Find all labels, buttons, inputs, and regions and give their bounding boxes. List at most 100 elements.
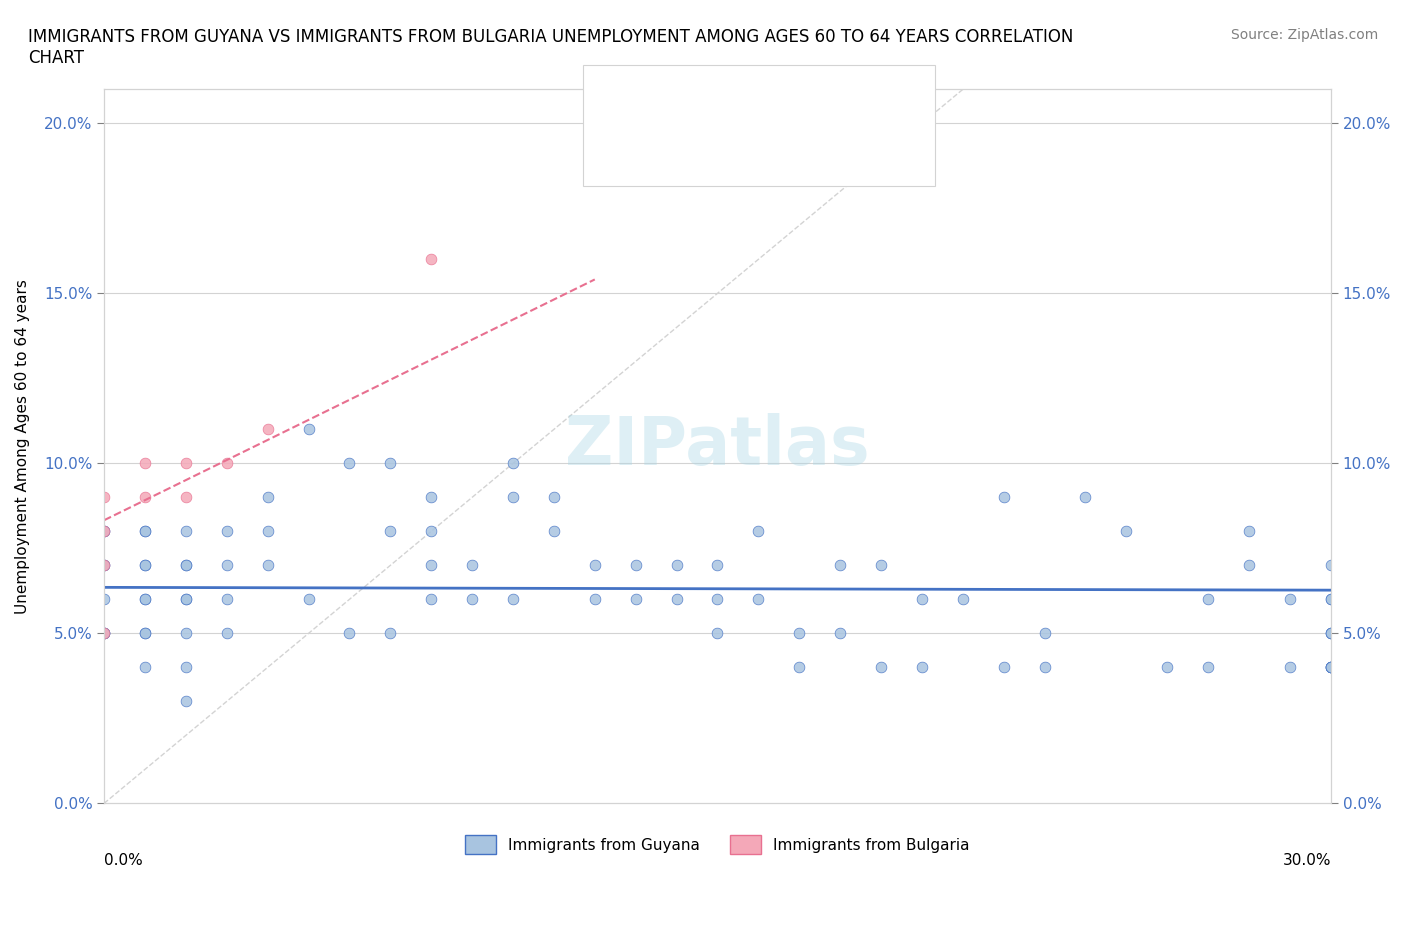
Point xyxy=(543,490,565,505)
Point xyxy=(134,524,156,538)
Point xyxy=(543,524,565,538)
Point xyxy=(174,694,197,709)
Point xyxy=(911,591,934,606)
Point xyxy=(215,626,238,641)
Point xyxy=(93,524,115,538)
Point xyxy=(174,490,197,505)
Point xyxy=(1320,626,1343,641)
Point xyxy=(583,558,606,573)
Point xyxy=(174,626,197,641)
Point xyxy=(1320,660,1343,675)
Point xyxy=(706,626,728,641)
Point xyxy=(952,591,974,606)
Point xyxy=(256,524,278,538)
Point xyxy=(1237,558,1260,573)
Point xyxy=(174,558,197,573)
Point xyxy=(1320,660,1343,675)
Point xyxy=(380,456,402,471)
Point xyxy=(215,456,238,471)
Point xyxy=(1197,660,1219,675)
Point xyxy=(502,591,524,606)
Point xyxy=(461,558,484,573)
Point xyxy=(1115,524,1137,538)
Text: 30.0%: 30.0% xyxy=(1282,854,1331,869)
Point xyxy=(1320,660,1343,675)
Point xyxy=(1278,591,1301,606)
Point xyxy=(1033,660,1056,675)
Point xyxy=(93,626,115,641)
Point xyxy=(174,456,197,471)
Point xyxy=(1320,591,1343,606)
Text: Source: ZipAtlas.com: Source: ZipAtlas.com xyxy=(1230,28,1378,42)
Point xyxy=(93,558,115,573)
Point xyxy=(1074,490,1097,505)
Point xyxy=(174,591,197,606)
Point xyxy=(1237,524,1260,538)
Point xyxy=(1320,626,1343,641)
Point xyxy=(93,524,115,538)
Point xyxy=(747,591,769,606)
Point xyxy=(993,660,1015,675)
Point xyxy=(339,456,361,471)
Point xyxy=(93,626,115,641)
Point xyxy=(134,558,156,573)
Text: IMMIGRANTS FROM GUYANA VS IMMIGRANTS FROM BULGARIA UNEMPLOYMENT AMONG AGES 60 TO: IMMIGRANTS FROM GUYANA VS IMMIGRANTS FRO… xyxy=(28,28,1074,67)
Point xyxy=(297,422,319,437)
Point xyxy=(870,558,893,573)
Point xyxy=(624,591,647,606)
Point xyxy=(134,524,156,538)
Point xyxy=(1033,626,1056,641)
Point xyxy=(787,626,810,641)
Point xyxy=(706,558,728,573)
Point xyxy=(1156,660,1178,675)
Point xyxy=(420,490,443,505)
Point xyxy=(297,591,319,606)
Point xyxy=(1320,660,1343,675)
Point xyxy=(215,524,238,538)
Point xyxy=(134,591,156,606)
Point xyxy=(134,558,156,573)
Point xyxy=(134,591,156,606)
Point xyxy=(830,626,852,641)
Point xyxy=(624,558,647,573)
Point xyxy=(256,422,278,437)
Point xyxy=(830,558,852,573)
Point xyxy=(93,626,115,641)
Legend: Immigrants from Guyana, Immigrants from Bulgaria: Immigrants from Guyana, Immigrants from … xyxy=(460,830,976,860)
Text: ZIPatlas: ZIPatlas xyxy=(565,414,870,479)
Y-axis label: Unemployment Among Ages 60 to 64 years: Unemployment Among Ages 60 to 64 years xyxy=(15,279,30,614)
Point xyxy=(665,558,688,573)
Point xyxy=(134,626,156,641)
Text: R =  0.524   N = 11: R = 0.524 N = 11 xyxy=(612,126,775,144)
Point xyxy=(665,591,688,606)
Text: R = -0.017   N = 94: R = -0.017 N = 94 xyxy=(612,79,775,98)
Point xyxy=(93,626,115,641)
Point xyxy=(1320,591,1343,606)
Point xyxy=(134,626,156,641)
Point xyxy=(461,591,484,606)
Point xyxy=(747,524,769,538)
Point xyxy=(215,591,238,606)
Point xyxy=(706,591,728,606)
Point xyxy=(134,490,156,505)
Point xyxy=(93,558,115,573)
Point xyxy=(502,456,524,471)
Point xyxy=(420,591,443,606)
Point xyxy=(174,558,197,573)
Point xyxy=(380,524,402,538)
Point xyxy=(380,626,402,641)
Point xyxy=(1197,591,1219,606)
Point xyxy=(256,490,278,505)
Point xyxy=(870,660,893,675)
Point xyxy=(583,591,606,606)
Point xyxy=(134,456,156,471)
Point xyxy=(1320,626,1343,641)
Point xyxy=(339,626,361,641)
Point xyxy=(174,660,197,675)
Point xyxy=(787,660,810,675)
Point xyxy=(174,524,197,538)
Point xyxy=(256,558,278,573)
Point xyxy=(174,591,197,606)
Text: 0.0%: 0.0% xyxy=(104,854,143,869)
Point xyxy=(93,591,115,606)
